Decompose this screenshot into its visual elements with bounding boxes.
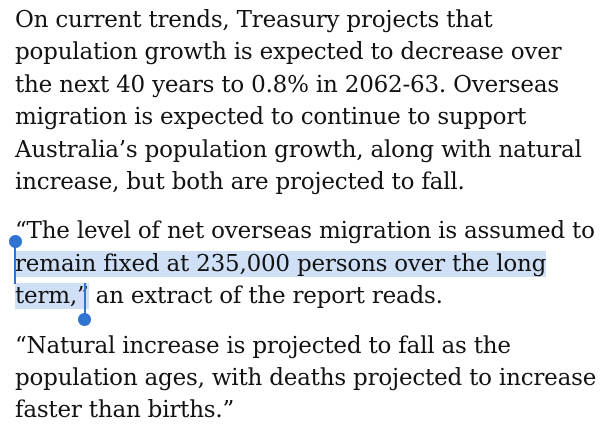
paragraph-2-quote[interactable]: “The level of net overseas migration is … (15, 215, 595, 312)
text-line: faster than births.” (15, 397, 235, 424)
text-line: the next 40 years to 0.8% in 2062-63. Ov… (15, 71, 559, 98)
text-line: “The level of net overseas migration is … (15, 215, 595, 247)
selection-start-handle[interactable] (14, 244, 16, 284)
text-line: On current trends, Treasury projects tha… (15, 7, 493, 33)
text-line: Australia’s population growth, along wit… (15, 136, 582, 163)
quote-text: “The level of net overseas migration is … (15, 218, 595, 245)
text-line: population growth is expected to decreas… (15, 39, 562, 66)
paragraph-1: On current trends, Treasury projects tha… (15, 4, 595, 198)
article-body: On current trends, Treasury projects tha… (15, 4, 597, 427)
selection-start-knob[interactable] (9, 235, 22, 248)
text-line: population ages, with deaths projected t… (15, 365, 597, 392)
text-line: migration is expected to continue to sup… (15, 104, 527, 131)
selection-end-knob[interactable] (78, 313, 91, 326)
attribution-text: an extract of the report reads. (88, 283, 443, 310)
selected-text[interactable]: remain fixed at 235,000 persons over the… (15, 250, 547, 277)
text-line: increase, but both are projected to fall… (15, 169, 465, 196)
selected-text[interactable]: term,” (15, 283, 89, 310)
text-line: term,” an extract of the report reads. (15, 280, 595, 312)
paragraph-3: “Natural increase is projected to fall a… (15, 330, 597, 427)
text-line: “Natural increase is projected to fall a… (15, 332, 511, 359)
selection-end-handle[interactable] (84, 283, 86, 319)
text-line: remain fixed at 235,000 persons over the… (15, 248, 595, 280)
